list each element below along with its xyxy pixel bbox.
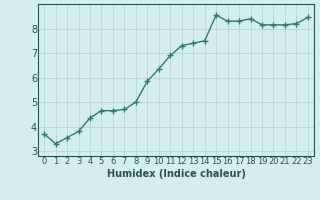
- X-axis label: Humidex (Indice chaleur): Humidex (Indice chaleur): [107, 169, 245, 179]
